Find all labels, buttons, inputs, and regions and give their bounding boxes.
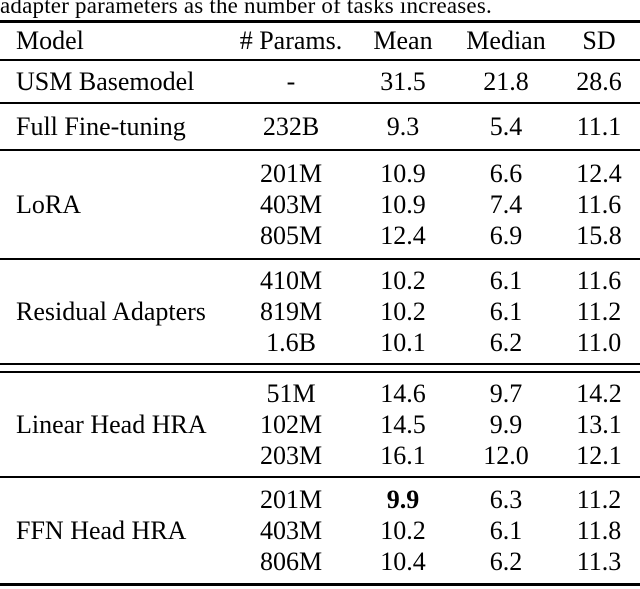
sd-value: 11.0 <box>576 327 622 357</box>
sd-value: 12.1 <box>576 440 622 470</box>
table-bottom-rule <box>0 582 640 586</box>
double-rule-bottom <box>0 370 640 373</box>
column-header-params: # Params. <box>239 25 343 55</box>
median-value: 7.4 <box>489 189 523 219</box>
sd-value: 11.1 <box>576 111 622 141</box>
sd-value: 13.1 <box>576 409 622 439</box>
model-name: Full Fine-tuning <box>16 111 186 141</box>
model-name: FFN Head HRA <box>16 515 187 545</box>
sd-value: 11.2 <box>576 296 622 326</box>
table-caption: adapter parameters as the number of task… <box>0 0 492 18</box>
median-value: 6.2 <box>489 546 523 576</box>
sd-value: 14.2 <box>576 378 622 408</box>
sd-value: 12.4 <box>576 158 622 188</box>
mean-value: 14.5 <box>380 409 426 439</box>
sd-value: 11.8 <box>576 515 622 545</box>
table-section-residual-adapters: Residual Adapters 410M 10.2 6.1 11.6 819… <box>0 260 640 363</box>
mean-value: 12.4 <box>380 220 426 250</box>
sd-value: 11.3 <box>576 546 622 576</box>
mean-value: 31.5 <box>380 66 426 96</box>
mean-value: 14.6 <box>380 378 426 408</box>
params-value: - <box>286 66 296 96</box>
table-top-rule <box>0 20 640 23</box>
mean-value: 10.2 <box>380 265 426 295</box>
section-rule <box>0 475 640 478</box>
mean-value: 10.4 <box>380 546 426 576</box>
params-value: 102M <box>259 409 323 439</box>
section-rule <box>0 257 640 260</box>
median-value: 6.1 <box>489 515 523 545</box>
params-value: 51M <box>266 378 316 408</box>
sd-value: 11.6 <box>576 265 622 295</box>
params-value: 201M <box>259 484 323 514</box>
median-value: 6.3 <box>489 484 523 514</box>
model-name: LoRA <box>16 189 81 219</box>
section-rule <box>0 148 640 151</box>
mean-value: 10.9 <box>380 189 426 219</box>
mean-value: 10.2 <box>380 515 426 545</box>
column-header-median: Median <box>466 25 546 55</box>
median-value: 5.4 <box>489 111 523 141</box>
table-section-linear-head-hra: Linear Head HRA 51M 14.6 9.7 14.2 102M 1… <box>0 373 640 476</box>
params-value: 805M <box>259 220 323 250</box>
params-value: 232B <box>262 111 320 141</box>
header-rule <box>0 58 640 61</box>
table-section-ffn-head-hra: FFN Head HRA 201M 9.9 6.3 11.2 403M 10.2… <box>0 478 640 583</box>
median-value: 9.9 <box>489 409 523 439</box>
model-name: Residual Adapters <box>16 296 206 326</box>
column-header-sd: SD <box>582 25 616 55</box>
median-value: 6.9 <box>489 220 523 250</box>
caption-container: adapter parameters as the number of task… <box>0 0 640 20</box>
params-value: 201M <box>259 158 323 188</box>
column-header-mean: Mean <box>373 25 433 55</box>
sd-value: 11.2 <box>576 484 622 514</box>
double-rule-top <box>0 362 640 365</box>
median-value: 9.7 <box>489 378 523 408</box>
params-value: 203M <box>259 440 323 470</box>
double-rule-gap <box>0 364 640 371</box>
mean-value: 10.2 <box>380 296 426 326</box>
column-header-model: Model <box>16 25 84 55</box>
best-mean-value: 9.9 <box>386 484 420 514</box>
params-value: 410M <box>259 265 323 295</box>
median-value: 6.6 <box>489 158 523 188</box>
params-value: 1.6B <box>266 327 316 357</box>
params-value: 806M <box>259 546 323 576</box>
median-value: 6.1 <box>489 296 523 326</box>
median-value: 6.2 <box>489 327 523 357</box>
median-value: 6.1 <box>489 265 523 295</box>
sd-value: 11.6 <box>576 189 622 219</box>
params-value: 403M <box>259 515 323 545</box>
table-header-row: Model # Params. Mean Median SD <box>0 23 640 59</box>
model-name: USM Basemodel <box>16 66 195 96</box>
params-value: 403M <box>259 189 323 219</box>
mean-value: 9.3 <box>386 111 420 141</box>
mean-value: 10.9 <box>380 158 426 188</box>
model-name: Linear Head HRA <box>16 409 207 439</box>
mean-value: 10.1 <box>380 327 426 357</box>
median-value: 12.0 <box>483 440 529 470</box>
median-value: 21.8 <box>483 66 529 96</box>
table-section-lora: LoRA 201M 10.9 6.6 12.4 403M 10.9 7.4 11… <box>0 151 640 258</box>
table-section-full-fine-tuning: Full Fine-tuning 232B 9.3 5.4 11.1 <box>0 104 640 149</box>
sd-value: 28.6 <box>576 66 622 96</box>
mean-value: 16.1 <box>380 440 426 470</box>
table-section-usm-basemodel: USM Basemodel - 31.5 21.8 28.6 <box>0 61 640 102</box>
sd-value: 15.8 <box>576 220 622 250</box>
section-rule <box>0 101 640 104</box>
params-value: 819M <box>259 296 323 326</box>
